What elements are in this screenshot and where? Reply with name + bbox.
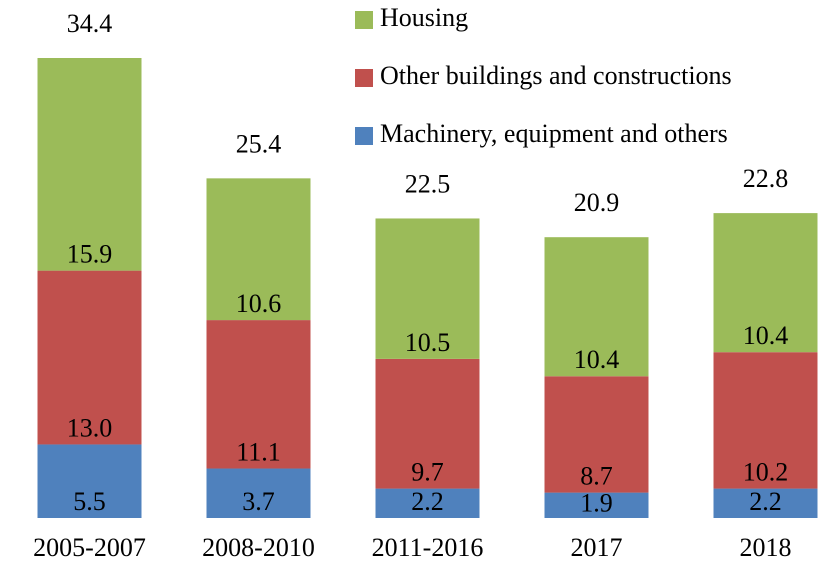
data-label: 10.4 — [574, 345, 620, 374]
bar-segment — [544, 492, 649, 518]
bar-segment — [544, 237, 649, 377]
data-label: 1.9 — [580, 488, 613, 517]
bar-segment — [37, 270, 142, 445]
x-tick-label: 2017 — [571, 533, 623, 562]
x-tick-label: 2005-2007 — [33, 533, 146, 562]
total-label: 25.4 — [236, 129, 282, 158]
data-label: 10.4 — [743, 321, 789, 350]
data-label: 5.5 — [73, 487, 106, 516]
data-label: 2.2 — [749, 487, 782, 516]
data-label: 3.7 — [242, 487, 275, 516]
data-label: 10.2 — [743, 458, 789, 487]
data-label: 2.2 — [411, 487, 444, 516]
data-label: 10.6 — [236, 289, 282, 318]
bar-segment — [375, 218, 480, 359]
legend-swatch — [355, 11, 373, 29]
legend-label: Other buildings and constructions — [380, 61, 732, 90]
data-label: 9.7 — [411, 458, 444, 487]
total-label: 20.9 — [574, 188, 620, 217]
data-label: 13.0 — [67, 413, 113, 442]
data-label: 11.1 — [236, 437, 281, 466]
x-tick-label: 2008-2010 — [202, 533, 315, 562]
bar-segment — [37, 444, 142, 518]
bar-segment — [713, 488, 818, 518]
x-tick-label: 2011-2016 — [372, 533, 484, 562]
bar-segment — [375, 358, 480, 489]
data-label: 15.9 — [67, 240, 113, 269]
bar-segment — [713, 213, 818, 353]
bar-segment — [206, 320, 311, 469]
total-label: 22.8 — [743, 164, 789, 193]
x-tick-label: 2018 — [740, 533, 792, 562]
bar-segment — [206, 178, 311, 321]
bar-segment — [713, 352, 818, 489]
bar-segment — [375, 488, 480, 518]
legend-swatch — [355, 69, 373, 87]
total-label: 34.4 — [67, 9, 113, 38]
bar-segment — [37, 58, 142, 271]
bar-segment — [206, 468, 311, 518]
legend-swatch — [355, 127, 373, 145]
data-label: 8.7 — [580, 462, 613, 491]
bar-segment — [544, 376, 649, 493]
data-label: 10.5 — [405, 328, 451, 357]
legend-label: Machinery, equipment and others — [380, 119, 728, 148]
legend-label: Housing — [380, 3, 468, 32]
total-label: 22.5 — [405, 169, 451, 198]
